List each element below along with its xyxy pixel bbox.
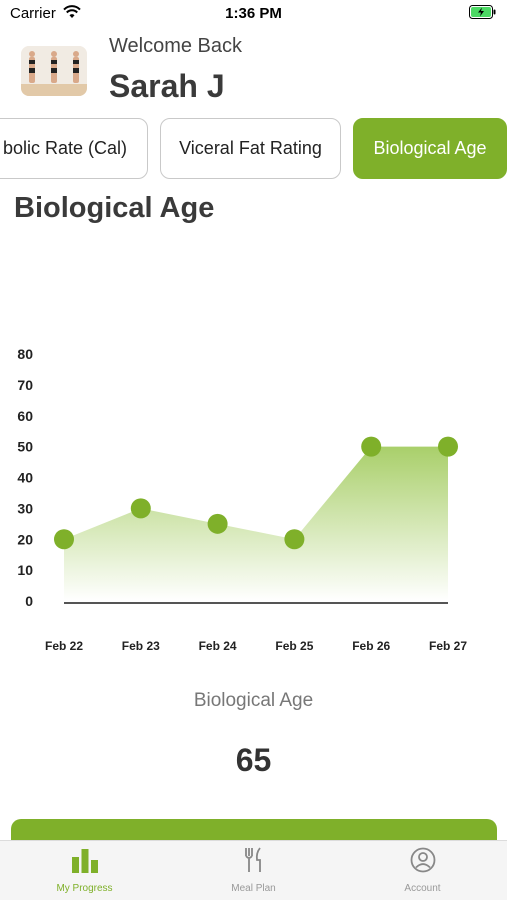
clock: 1:36 PM [225,5,282,22]
account-icon [338,847,507,873]
data-point [207,513,228,534]
y-tick-label: 80 [17,346,33,362]
tab-bar-item-meal-plan[interactable]: Meal Plan [169,841,338,900]
wifi-icon [63,5,81,24]
y-tick-label: 30 [17,500,33,516]
y-tick-label: 70 [17,377,33,393]
tab-visceral-fat-rating[interactable]: Viceral Fat Rating [160,118,341,179]
x-tick-label: Feb 25 [275,639,313,653]
fork-knife-icon [169,847,338,873]
biological-age-chart: 0 10 20 30 40 50 60 70 80 Feb 22 Feb 23 Feb 24 Feb 2… [17,346,467,653]
tab-bar-label: Meal Plan [231,883,276,894]
series-area [64,446,448,601]
x-tick-label: Feb 27 [429,639,467,653]
tab-bar-item-my-progress[interactable]: My Progress [0,841,169,900]
avatar[interactable] [21,46,87,96]
data-point [130,498,151,519]
tab-bar-label: Account [404,883,441,894]
tab-bar-item-account[interactable]: Account [338,841,507,900]
data-point [284,529,305,550]
battery-charging-icon [469,5,497,24]
y-tick-label: 20 [17,531,33,547]
y-tick-label: 10 [17,562,33,578]
x-tick-label: Feb 26 [352,639,390,653]
section-title: Biological Age [14,192,215,224]
metric-label: Biological Age [193,690,314,711]
x-tick-label: Feb 24 [199,639,237,653]
tab-biological-age[interactable]: Biological Age [353,118,507,179]
welcome-text: Welcome Back [109,35,243,57]
tab-metabolic-rate[interactable]: bolic Rate (Cal) [0,118,148,179]
y-tick-label: 60 [17,408,33,424]
user-name: Sarah J [109,68,225,104]
bar-chart-icon [0,847,169,873]
y-tick-label: 40 [17,470,33,486]
y-tick-label: 0 [25,593,33,609]
data-point [438,436,458,457]
x-tick-label: Feb 23 [122,639,160,653]
x-tick-label: Feb 22 [45,639,83,653]
metric-value: 65 [235,742,272,778]
status-bar: Carrier 1:36 PM [0,0,507,28]
y-tick-label: 50 [17,439,33,455]
tab-bar-label: My Progress [56,883,113,894]
data-point [361,436,382,457]
tab-bar: My Progress Meal Plan Account [0,840,507,900]
metric-tabs: bolic Rate (Cal) Viceral Fat Rating Biol… [0,118,507,180]
data-point [54,529,74,550]
carrier-label: Carrier [10,5,56,22]
